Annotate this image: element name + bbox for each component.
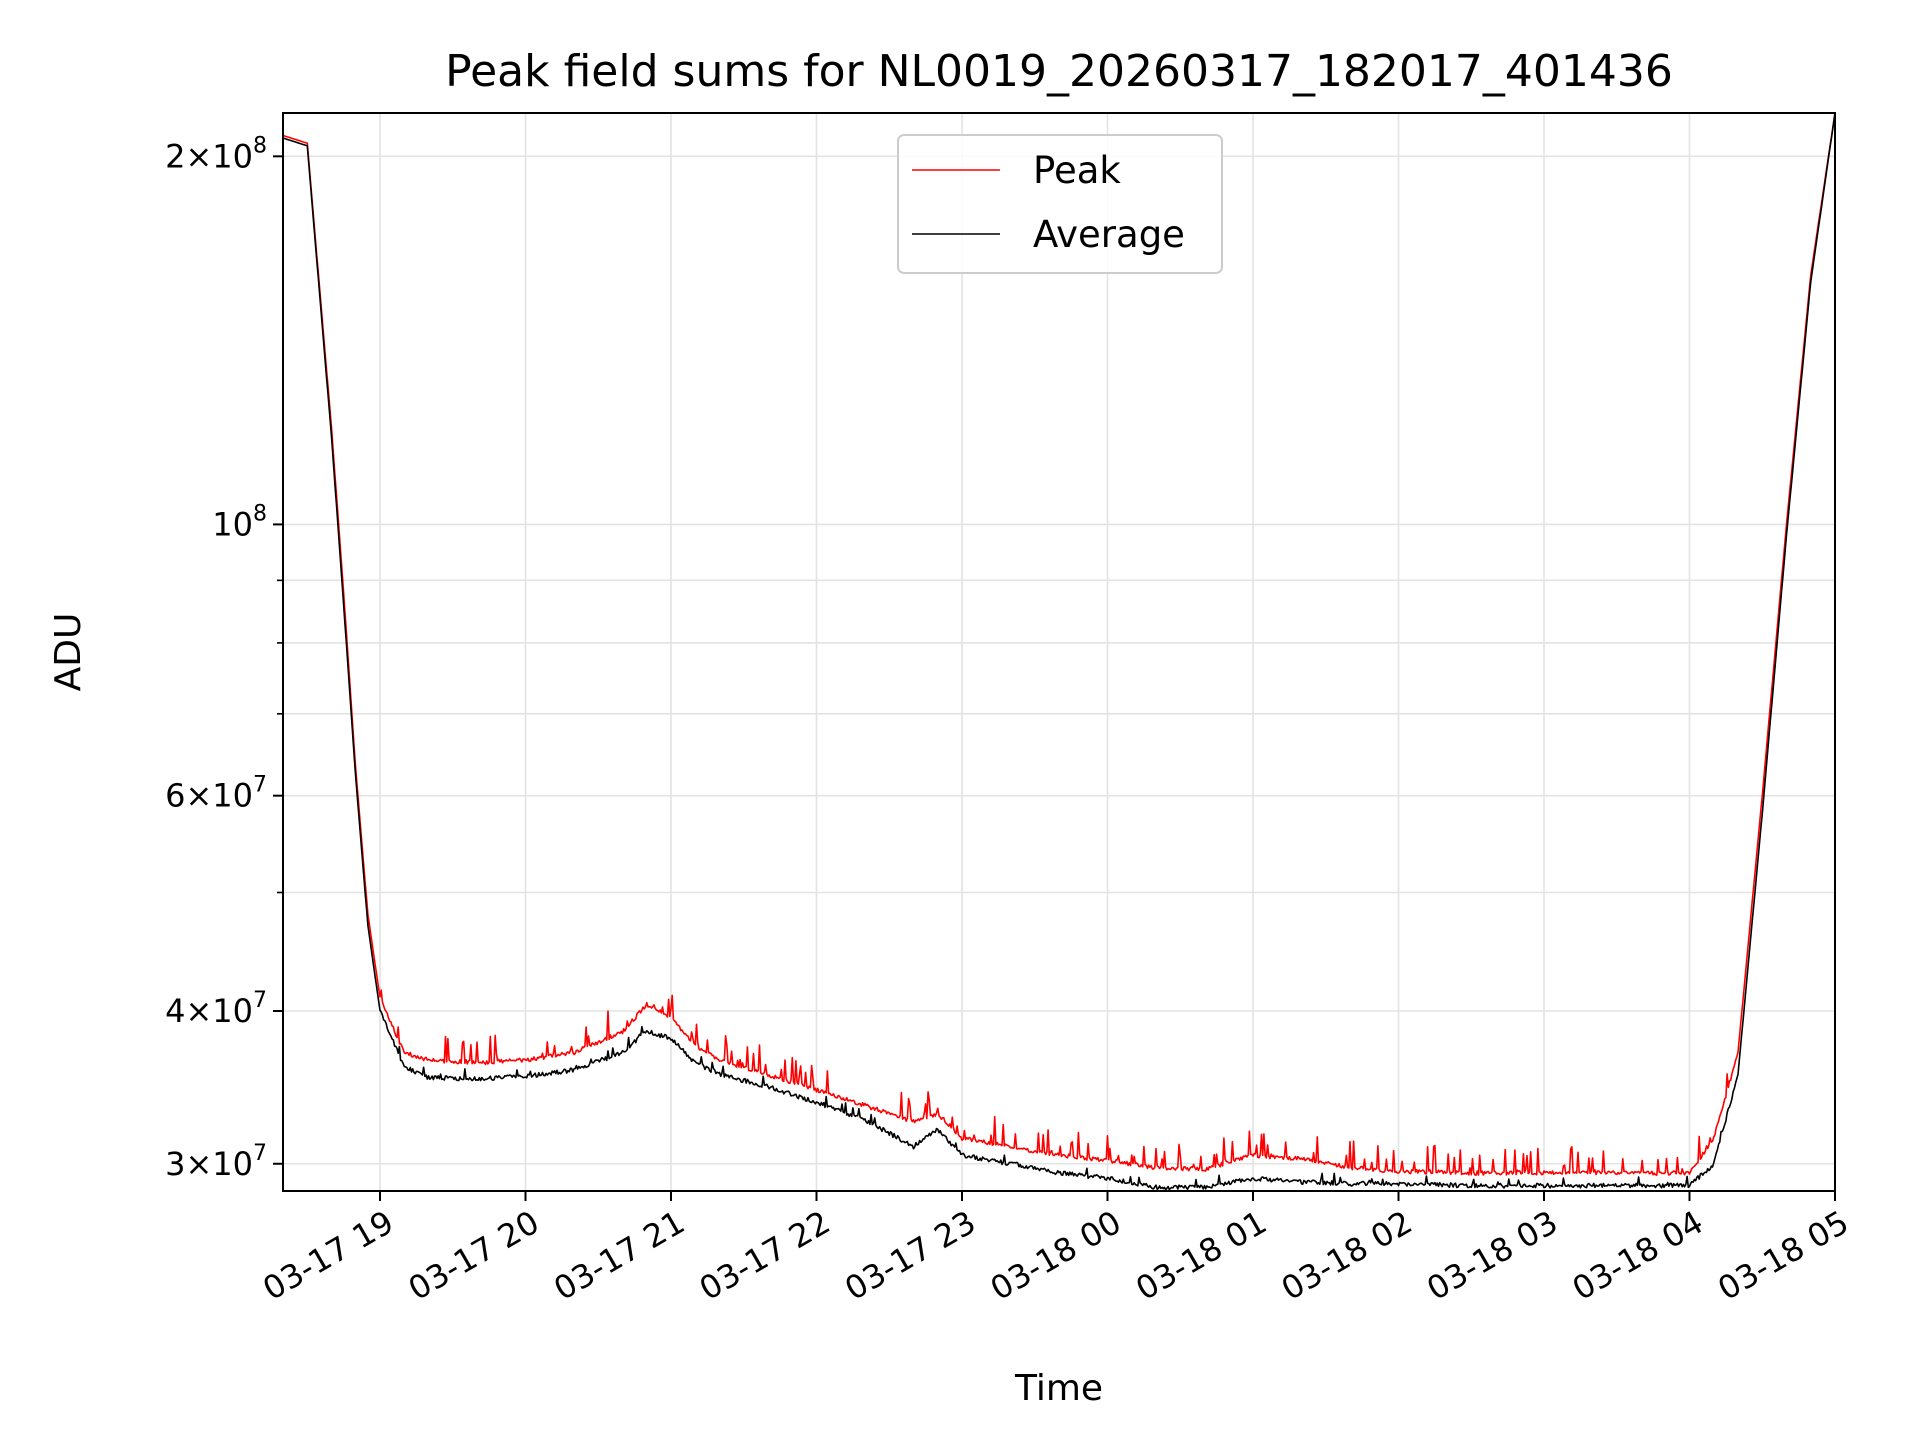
plot-area xyxy=(283,113,1835,1191)
y-tick-label: 6×107 xyxy=(165,773,267,815)
series-line-peak xyxy=(283,113,1835,1176)
y-tick-mantissa: 6× xyxy=(165,777,212,815)
y-tick-base: 10 xyxy=(212,1145,253,1183)
y-tick-exponent: 7 xyxy=(253,773,267,798)
y-tick-base: 10 xyxy=(212,137,253,175)
series-line-average xyxy=(283,113,1835,1191)
y-tick-base: 10 xyxy=(212,777,253,815)
y-tick-base: 10 xyxy=(212,992,253,1030)
y-tick-label: 3×107 xyxy=(165,1141,267,1183)
x-axis-label: Time xyxy=(1014,1368,1103,1409)
y-tick-exponent: 8 xyxy=(253,501,267,526)
legend-label-peak: Peak xyxy=(1033,149,1121,192)
chart-title: Peak field sums for NL0019_20260317_1820… xyxy=(445,46,1673,97)
y-tick-mantissa: 2× xyxy=(165,137,212,175)
y-tick-exponent: 7 xyxy=(253,1141,267,1166)
plot-frame xyxy=(282,112,1836,1192)
legend: Peak Average xyxy=(897,134,1223,274)
y-tick-exponent: 7 xyxy=(253,988,267,1013)
y-tick-mantissa: 3× xyxy=(165,1145,212,1183)
y-axis-label: ADU xyxy=(48,613,89,692)
y-tick-exponent: 8 xyxy=(253,133,267,158)
y-tick-label: 108 xyxy=(212,501,267,543)
y-tick-mantissa: 4× xyxy=(165,992,212,1030)
series-layer xyxy=(283,113,1835,1191)
legend-label-average: Average xyxy=(1033,213,1185,256)
y-tick-base: 10 xyxy=(212,505,253,543)
ticks xyxy=(273,155,1836,1201)
y-tick-label: 4×107 xyxy=(165,988,267,1030)
y-tick-label: 2×108 xyxy=(165,133,267,175)
